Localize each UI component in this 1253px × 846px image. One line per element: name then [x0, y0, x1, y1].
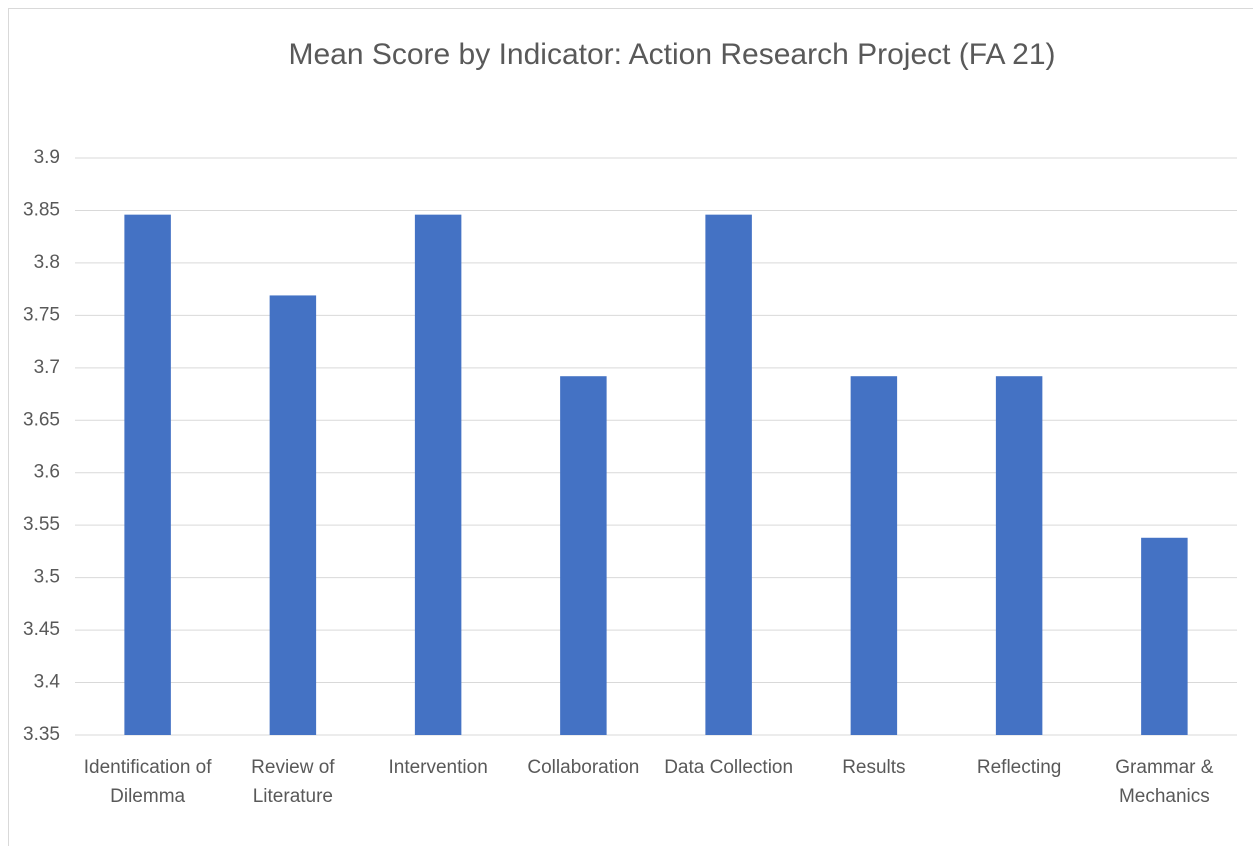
y-tick-label: 3.55 — [23, 514, 60, 535]
x-tick-label: Intervention — [388, 757, 488, 778]
bar — [1141, 537, 1188, 735]
y-tick-label: 3.35 — [23, 724, 60, 745]
y-tick-label: 3.9 — [34, 147, 60, 168]
y-tick-label: 3.4 — [34, 672, 61, 693]
y-tick-label: 3.45 — [23, 619, 60, 640]
y-tick-label: 3.5 — [34, 567, 60, 588]
bar — [705, 214, 752, 736]
x-tick-label: Collaboration — [527, 757, 640, 778]
y-tick-label: 3.75 — [23, 304, 60, 325]
bar — [995, 376, 1043, 735]
y-tick-label: 3.7 — [34, 357, 60, 378]
x-tick-label: Review of Literature — [251, 757, 335, 807]
x-tick-label: Grammar & Mechanics — [1115, 757, 1214, 807]
x-tick-label: Reflecting — [976, 757, 1062, 778]
chart-border — [8, 8, 1253, 846]
chart-title: Mean Score by Indicator: Action Research… — [288, 38, 1055, 71]
x-tick-label: Data Collection — [664, 757, 794, 778]
y-tick-label: 3.6 — [34, 462, 60, 483]
y-tick-label: 3.85 — [23, 199, 60, 220]
bar — [269, 295, 317, 735]
bar — [124, 214, 171, 736]
x-tick-label: Identification of Dilemma — [83, 757, 212, 807]
y-tick-label: 3.65 — [23, 409, 60, 430]
bar — [414, 214, 462, 736]
bar — [850, 376, 898, 735]
bar — [560, 376, 607, 735]
y-tick-label: 3.8 — [34, 252, 60, 273]
x-tick-label: Results — [842, 757, 906, 778]
